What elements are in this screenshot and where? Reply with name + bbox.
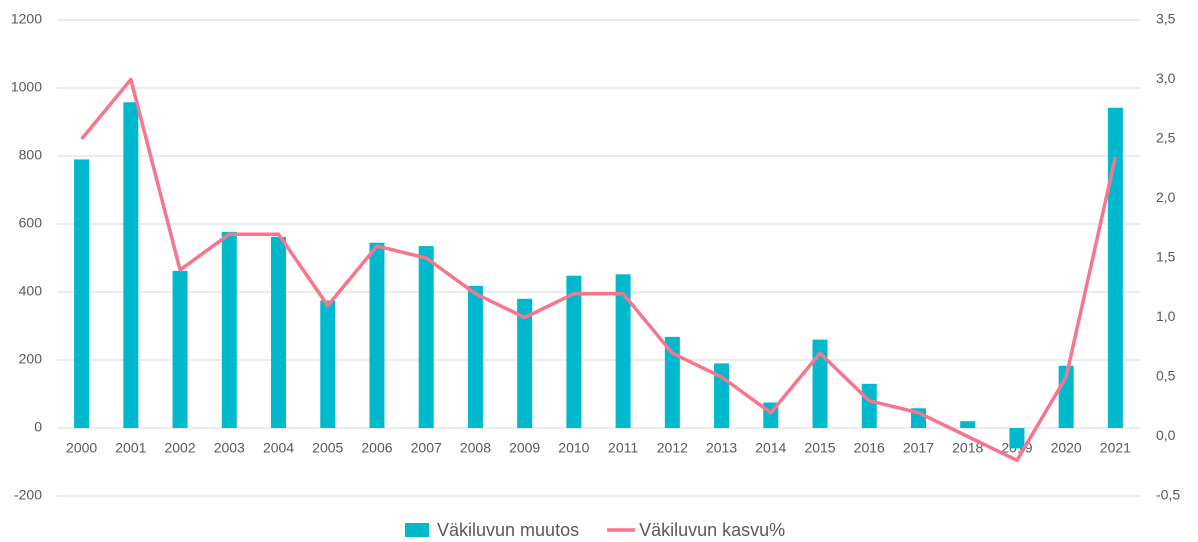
y2-tick-label: 1,5 — [1156, 249, 1176, 265]
bar — [74, 159, 90, 428]
bar — [960, 421, 976, 428]
x-tick-label: 2003 — [214, 440, 245, 456]
x-tick-label: 2011 — [608, 440, 638, 456]
y2-tick-label: 3,0 — [1156, 70, 1176, 86]
x-tick-label: 2018 — [952, 440, 983, 456]
x-tick-label: 2001 — [115, 440, 146, 456]
bar — [1107, 107, 1123, 428]
y-tick-label: 200 — [19, 351, 43, 367]
y2-tick-label: 3,5 — [1156, 11, 1176, 27]
bar — [123, 102, 139, 428]
bar — [271, 236, 287, 428]
y2-tick-label: 0,5 — [1156, 368, 1176, 384]
legend-swatch — [405, 523, 429, 537]
bar — [566, 275, 582, 428]
y-tick-label: 800 — [19, 147, 43, 163]
x-tick-label: 2012 — [657, 440, 688, 456]
legend: Väkiluvun muutos Väkiluvun kasvu% — [405, 520, 785, 540]
y2-tick-label: 2,0 — [1156, 189, 1176, 205]
x-tick-label: 2017 — [903, 440, 934, 456]
bar — [517, 298, 533, 428]
bar — [861, 383, 877, 428]
y-tick-label: -200 — [14, 487, 42, 503]
y2-tick-label: 2,5 — [1156, 130, 1176, 146]
line — [80, 77, 1118, 463]
y2-tick-label: -0,5 — [1156, 487, 1180, 503]
bar — [221, 231, 237, 428]
y-tick-label: 0 — [34, 419, 42, 435]
x-tick-label: 2016 — [854, 440, 885, 456]
bar — [615, 274, 631, 428]
x-tick-label: 2020 — [1051, 440, 1082, 456]
bar — [369, 242, 385, 428]
bar — [1009, 428, 1025, 449]
bar — [418, 246, 434, 428]
bar — [664, 336, 680, 428]
y-tick-label: 600 — [19, 215, 43, 231]
x-tick-label: 2000 — [66, 440, 97, 456]
x-tick-label: 2009 — [509, 440, 540, 456]
x-tick-label: 2010 — [558, 440, 589, 456]
x-tick-label: 2008 — [460, 440, 491, 456]
x-tick-label: 2002 — [164, 440, 195, 456]
x-tick-label: 2005 — [312, 440, 343, 456]
bar — [812, 339, 828, 428]
y-tick-label: 1200 — [11, 11, 42, 27]
x-tick-label: 2007 — [411, 440, 442, 456]
legend-label: Väkiluvun kasvu% — [639, 520, 785, 540]
legend-label: Väkiluvun muutos — [437, 520, 579, 540]
x-tick-label: 2013 — [706, 440, 737, 456]
x-tick-label: 2014 — [755, 440, 786, 456]
bar — [467, 285, 483, 428]
y2-tick-label: 1,0 — [1156, 308, 1176, 324]
y-tick-label: 400 — [19, 283, 43, 299]
x-tick-label: 2021 — [1100, 440, 1131, 456]
y2-tick-label: 0,0 — [1156, 427, 1176, 443]
x-tick-label: 2006 — [361, 440, 392, 456]
x-tick-label: 2015 — [804, 440, 835, 456]
y-tick-label: 1000 — [11, 79, 42, 95]
bar — [320, 300, 336, 428]
x-tick-label: 2004 — [263, 440, 294, 456]
bar — [172, 270, 188, 428]
